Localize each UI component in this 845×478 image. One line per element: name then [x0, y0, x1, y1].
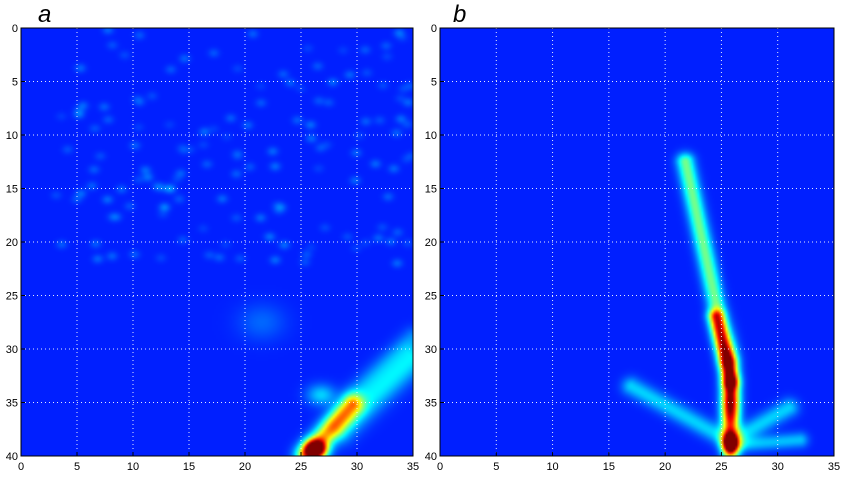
- x-tick-label: 35: [407, 461, 419, 473]
- y-tick-label: 5: [12, 77, 18, 89]
- heatmap-panel-b: 0 5 10 15 20 25 30 35 0 5 10 15 20 25 30 35 40 b: [425, 1, 840, 473]
- x-tick-label: 15: [603, 461, 615, 473]
- y-tick-label: 30: [425, 344, 437, 356]
- x-tick-label: 5: [493, 461, 499, 473]
- y-tick-label: 30: [6, 344, 18, 356]
- x-tick-label: 30: [772, 461, 784, 473]
- y-tick-label: 15: [425, 184, 437, 196]
- x-tick-label: 20: [659, 461, 671, 473]
- panel-label: b: [453, 1, 466, 28]
- x-tick-label: 0: [18, 461, 24, 473]
- y-tick-label: 0: [431, 23, 437, 35]
- y-tick-label: 25: [6, 291, 18, 303]
- x-tick-label: 10: [546, 461, 558, 473]
- heatmap-panel-a: 0 5 10 15 20 25 30 35 0 5 10 15 20 25 30 35 40 a: [6, 1, 419, 473]
- y-tick-label: 40: [6, 451, 18, 463]
- y-tick-label: 0: [12, 23, 18, 35]
- x-tick-label: 25: [715, 461, 727, 473]
- x-tick-label: 0: [437, 461, 443, 473]
- y-tick-label: 25: [425, 291, 437, 303]
- x-tick-label: 10: [127, 461, 139, 473]
- y-tick-label: 40: [425, 451, 437, 463]
- y-tick-label: 35: [6, 398, 18, 410]
- x-tick-label: 30: [351, 461, 363, 473]
- x-tick-label: 15: [183, 461, 195, 473]
- x-tick-label: 5: [74, 461, 80, 473]
- y-tick-label: 10: [425, 130, 437, 142]
- x-tick-label: 35: [828, 461, 840, 473]
- y-tick-label: 35: [425, 398, 437, 410]
- x-tick-label: 25: [295, 461, 307, 473]
- y-tick-label: 20: [425, 237, 437, 249]
- y-tick-label: 10: [6, 130, 18, 142]
- y-tick-label: 15: [6, 184, 18, 196]
- panel-label: a: [38, 1, 51, 28]
- x-tick-label: 20: [239, 461, 251, 473]
- y-tick-label: 20: [6, 237, 18, 249]
- y-tick-label: 5: [431, 77, 437, 89]
